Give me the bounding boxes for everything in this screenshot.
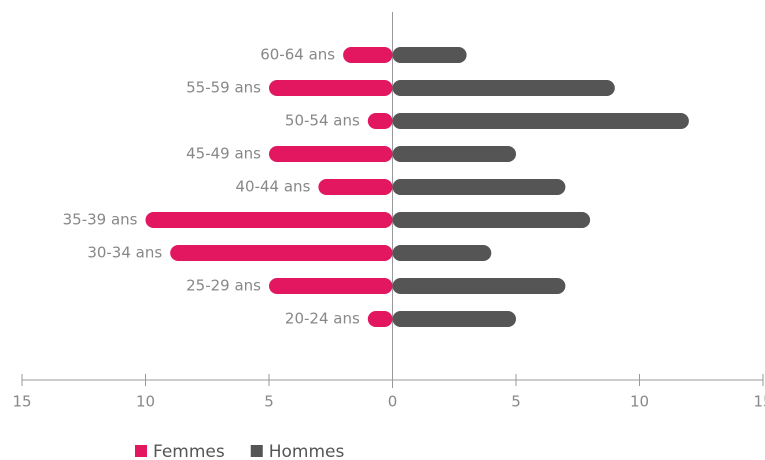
legend-swatch [135,445,147,457]
bar [392,278,566,294]
category-label: 25-29 ans [186,277,261,295]
category-label: 55-59 ans [186,79,261,97]
category-label: 20-24 ans [285,310,360,328]
category-label: 50-54 ans [285,112,360,130]
bar [269,80,393,96]
category-label: 60-64 ans [260,46,335,64]
legend-label: Femmes [153,442,225,460]
bar [170,245,393,261]
bar [367,311,393,327]
x-tick-label: 15 [12,393,31,411]
bar [392,146,516,162]
bar [269,146,393,162]
bar [318,179,393,195]
bar [392,311,516,327]
bar [145,212,393,228]
bar [367,113,393,129]
legend-label: Hommes [269,442,345,460]
bar [269,278,393,294]
bar [392,47,467,63]
x-tick-label: 5 [264,393,274,411]
category-label: 30-34 ans [87,244,162,262]
bar [392,212,591,228]
bar [392,80,615,96]
category-label: 45-49 ans [186,145,261,163]
x-tick-label: 0 [388,393,398,411]
x-tick-label: 10 [630,393,649,411]
bar [392,179,566,195]
x-tick-label: 10 [136,393,155,411]
x-tick-label: 15 [753,393,765,411]
bar [392,113,689,129]
bar [343,47,393,63]
legend-swatch [250,445,263,457]
x-tick-label: 5 [511,393,521,411]
category-label: 40-44 ans [236,178,311,196]
bar [392,245,492,261]
category-label: 35-39 ans [63,211,138,229]
